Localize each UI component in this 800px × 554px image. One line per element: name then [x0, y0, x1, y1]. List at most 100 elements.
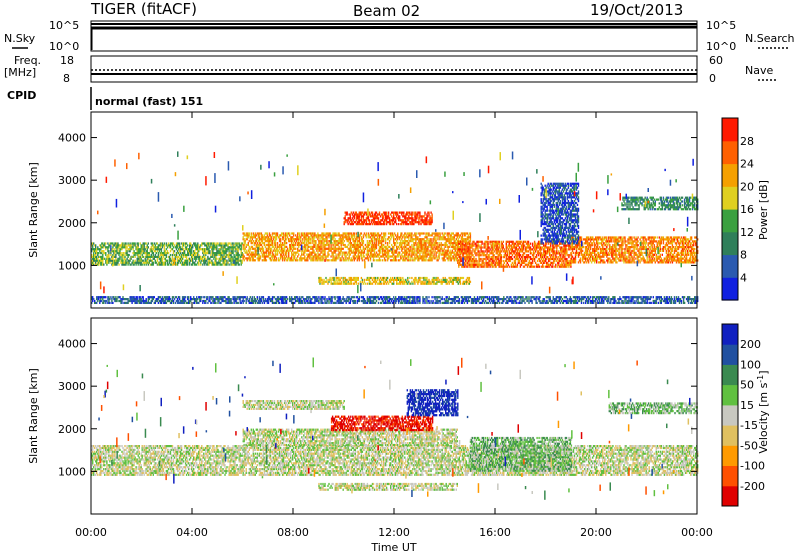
- heatmap-cell: [146, 252, 148, 255]
- heatmap-cell: [359, 243, 362, 247]
- heatmap-cell: [527, 263, 530, 266]
- heatmap-cell: [324, 255, 326, 258]
- heatmap-cell: [272, 253, 275, 256]
- heatmap-cell: [197, 248, 199, 251]
- heatmap-cell: [457, 244, 459, 247]
- heatmap-cell: [291, 236, 293, 239]
- heatmap-cell: [116, 252, 118, 255]
- heatmap-cell: [399, 259, 401, 262]
- heatmap-cell: [344, 215, 346, 218]
- heatmap-cell: [489, 265, 491, 268]
- heatmap-cell: [305, 259, 307, 262]
- heatmap-cell: [199, 246, 201, 249]
- heatmap-cell: [373, 219, 376, 222]
- heatmap-cell: [155, 242, 157, 245]
- heatmap-cell: [278, 243, 281, 247]
- heatmap-cell: [169, 242, 172, 245]
- heatmap-cell: [293, 234, 295, 237]
- heatmap-cell: [377, 219, 380, 222]
- heatmap-cell: [386, 253, 389, 256]
- heatmap-cell: [307, 259, 309, 262]
- heatmap-cell: [347, 238, 349, 241]
- heatmap-cell: [375, 259, 378, 262]
- heatmap-cell: [579, 259, 582, 262]
- heatmap-cell: [567, 259, 569, 263]
- heatmap-cell: [120, 244, 122, 247]
- heatmap-cell: [228, 242, 230, 245]
- heatmap-cell: [397, 253, 399, 256]
- heatmap-cell: [248, 234, 250, 237]
- heatmap-cell: [387, 211, 390, 214]
- heatmap-cell: [460, 257, 462, 261]
- heatmap-cell: [259, 232, 262, 235]
- heatmap-cell: [284, 232, 287, 235]
- heatmap-cell: [430, 211, 432, 214]
- heatmap-cell: [268, 257, 271, 260]
- heatmap-cell: [332, 234, 334, 237]
- heatmap-cell: [263, 238, 266, 241]
- heatmap-cell: [104, 244, 106, 247]
- heatmap-cell: [341, 240, 343, 243]
- heatmap-cell: [130, 248, 132, 251]
- heatmap-cell: [228, 248, 230, 251]
- heatmap-cell: [190, 248, 192, 251]
- heatmap-cell: [453, 236, 455, 239]
- heatmap-cell: [301, 259, 303, 262]
- heatmap-cell: [216, 257, 218, 260]
- heatmap-cell: [267, 249, 270, 252]
- heatmap-cell: [143, 261, 145, 264]
- heatmap-cell: [321, 238, 323, 241]
- heatmap-cell: [350, 249, 352, 252]
- heatmap-cell: [174, 257, 177, 260]
- heatmap-cell: [103, 246, 105, 249]
- heatmap-cell: [303, 232, 305, 235]
- heatmap-cell: [110, 259, 112, 262]
- heatmap-cell: [252, 257, 254, 260]
- heatmap-cell: [339, 247, 341, 250]
- heatmap-cell: [409, 232, 411, 235]
- heatmap-cell: [393, 236, 395, 239]
- heatmap-cell: [323, 245, 325, 248]
- heatmap-cell: [322, 253, 324, 256]
- heatmap-cell: [396, 236, 398, 239]
- heatmap-cell: [376, 238, 379, 241]
- heatmap-cell: [550, 246, 552, 249]
- heatmap-cell: [113, 259, 115, 262]
- heatmap-cell: [133, 261, 135, 264]
- heatmap-cell: [221, 250, 223, 253]
- heatmap-cell: [268, 240, 271, 243]
- heatmap-cell: [252, 259, 254, 262]
- heatmap-cell: [273, 257, 276, 260]
- heatmap-cell: [206, 244, 208, 247]
- heatmap-cell: [355, 251, 357, 254]
- heatmap-cell: [439, 234, 441, 237]
- heatmap-cell: [192, 263, 194, 266]
- heatmap-cell: [167, 244, 170, 247]
- heatmap-cell: [95, 253, 97, 257]
- heatmap-cell: [263, 243, 266, 247]
- heatmap-cell: [139, 250, 141, 253]
- heatmap-cell: [219, 261, 221, 264]
- heatmap-cell: [304, 234, 306, 237]
- heatmap-cell: [137, 255, 139, 258]
- heatmap-cell: [107, 242, 109, 245]
- heatmap-cell: [520, 240, 523, 243]
- heatmap-cell: [102, 259, 104, 262]
- heatmap-cell: [244, 240, 246, 243]
- heatmap-cell: [361, 242, 364, 245]
- heatmap-cell: [227, 244, 229, 247]
- heatmap-cell: [505, 256, 507, 259]
- heatmap-cell: [205, 252, 207, 255]
- heatmap-cell: [304, 255, 306, 258]
- heatmap-cell: [317, 245, 319, 248]
- heatmap-cell: [332, 257, 334, 260]
- heatmap-cell: [219, 257, 221, 260]
- heatmap-cell: [270, 243, 273, 247]
- heatmap-cell: [211, 248, 213, 251]
- heatmap-cell: [104, 257, 106, 260]
- heatmap-cell: [183, 261, 186, 264]
- heatmap-cell: [514, 250, 517, 253]
- heatmap-cell: [210, 261, 212, 264]
- heatmap-cell: [271, 232, 274, 235]
- heatmap-cell: [114, 244, 116, 247]
